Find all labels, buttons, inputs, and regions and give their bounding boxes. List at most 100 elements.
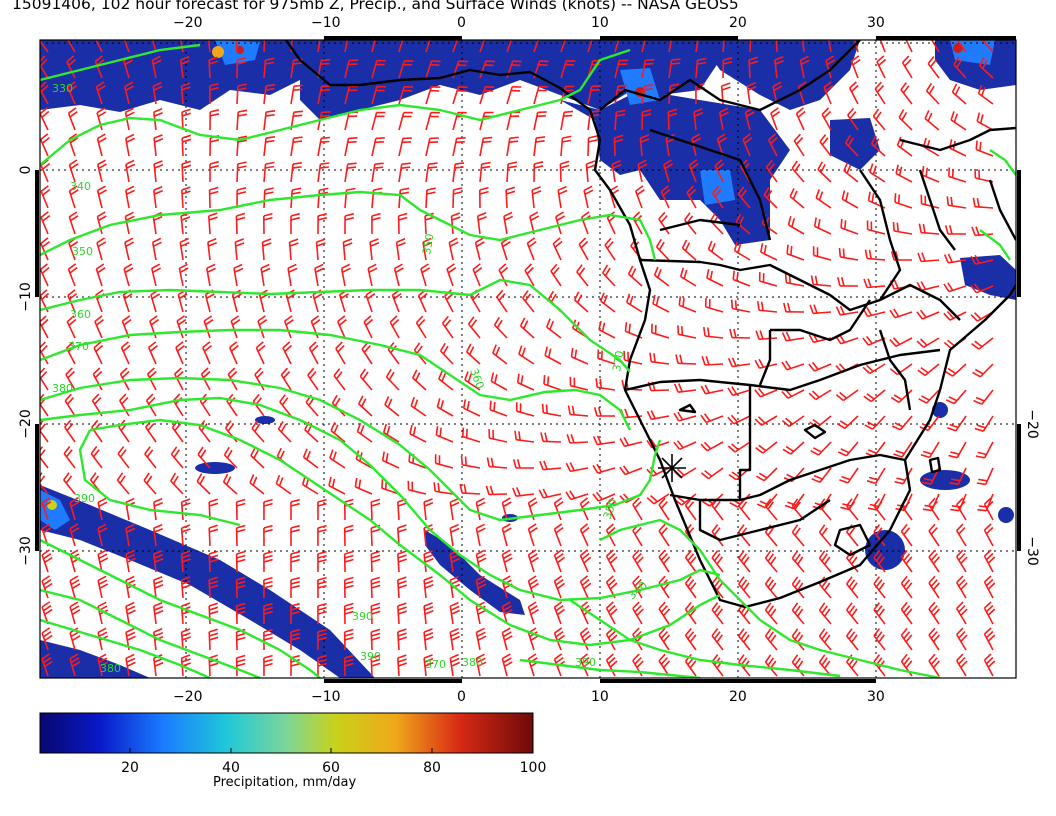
wind-barb [41,658,49,677]
wind-barb-feather [307,367,315,376]
wind-barb [905,40,913,53]
wind-barb-feather [711,524,719,533]
wind-barb [304,429,319,443]
wind-barb-feather [632,549,640,558]
wind-barb-feather [208,524,218,529]
lat-tick-label: −20 [18,409,34,439]
wind-barb-feather [486,457,490,467]
wind-barb [926,389,940,404]
wind-barb-feather [320,162,330,165]
wind-barb-feather [237,57,247,61]
wind-barb-feather [426,187,436,191]
wind-barb-feather [930,579,938,587]
wind-barb-feather [757,387,765,396]
wind-barb [226,400,238,417]
wind-barb-feather [700,443,708,452]
wind-barb [818,505,832,521]
wind-barb-feather [70,215,79,222]
wind-barb [208,605,211,625]
wind-barb-feather [817,219,821,229]
wind-barb [579,607,589,625]
wind-barb-feather [126,163,136,169]
wind-barb [979,363,994,378]
lon-tick-label: −20 [173,15,203,31]
wind-barb-feather [229,370,238,379]
wind-barb-feather [483,136,493,140]
wind-barb [93,347,103,365]
wind-barb [821,114,832,131]
wind-barb-feather [92,475,100,484]
wind-barb [738,505,751,521]
wind-barb-feather [927,56,935,65]
wind-barb [711,609,724,625]
wind-barb-feather [237,165,247,169]
wind-barb-feather [607,630,616,639]
wind-barb-feather [126,137,136,143]
wind-barb [867,257,886,261]
wind-barb-feather [803,35,811,38]
wind-barb-feather [98,163,107,170]
wind-barb [677,362,697,365]
wind-barb [632,660,643,677]
wind-barb-feather [290,558,300,563]
wind-barb-feather [740,631,748,640]
wind-barb-feather [759,330,764,340]
wind-barb-feather [684,242,691,252]
wind-barb-feather [691,133,701,140]
wind-barb-feather [723,57,733,61]
wind-barb-feather [450,657,460,663]
wind-barb-feather [334,397,341,407]
wind-barb [774,60,778,79]
wind-barb [652,467,670,477]
wind-barb-feather [344,498,354,503]
wind-barb-feather [711,602,719,611]
wind-barb [40,113,49,131]
wind-barb-feather [867,507,877,511]
wind-barb-feather [676,468,685,476]
wind-barb [527,632,535,651]
wind-barb-feather [793,133,801,142]
wind-barb-feather [317,654,327,659]
wind-barb [634,190,643,209]
wind-barb-feather [581,211,590,218]
wind-barb-feather [263,662,273,667]
wind-barb [397,553,400,573]
wind-barb-feather [903,605,911,614]
wind-barb [705,335,724,339]
wind-barb-feather [971,226,976,236]
wind-barb [897,144,913,157]
wind-barb-feather [890,396,900,404]
wind-barb-feather [973,312,982,320]
wind-barb-feather [181,186,191,191]
wind-barb-feather [97,185,106,192]
wind-barb [850,60,859,79]
wind-barb-feather [424,558,434,563]
wind-barb [470,296,481,313]
wind-barb-feather [740,189,747,198]
wind-barb-feather [371,576,381,581]
wind-barb [975,233,994,237]
wind-barb-feather [209,662,219,667]
wind-barb-feather [354,477,358,488]
wind-barb [391,294,400,313]
wind-barb [867,285,886,289]
wind-barb-feather [956,601,964,610]
wind-barb-feather [153,524,163,529]
wind-barb-feather [40,423,47,432]
wind-barb-feather [716,162,725,171]
wind-barb-feather [285,319,294,326]
wind-barb [952,363,967,377]
wind-barb-feather [146,393,154,402]
wind-barb [600,300,616,313]
wind-barb-feather [419,292,428,300]
wind-barb-feather [960,660,968,668]
wind-barb-feather [865,364,874,372]
wind-barb-feather [360,398,367,407]
wind-barb [398,138,404,157]
wind-barb-feather [976,482,986,486]
wind-barb [94,321,103,339]
wind-barb-feather [784,389,793,397]
wind-barb-feather [960,608,968,616]
wind-barb-feather [740,501,748,510]
wind-barb-feather [896,136,902,146]
